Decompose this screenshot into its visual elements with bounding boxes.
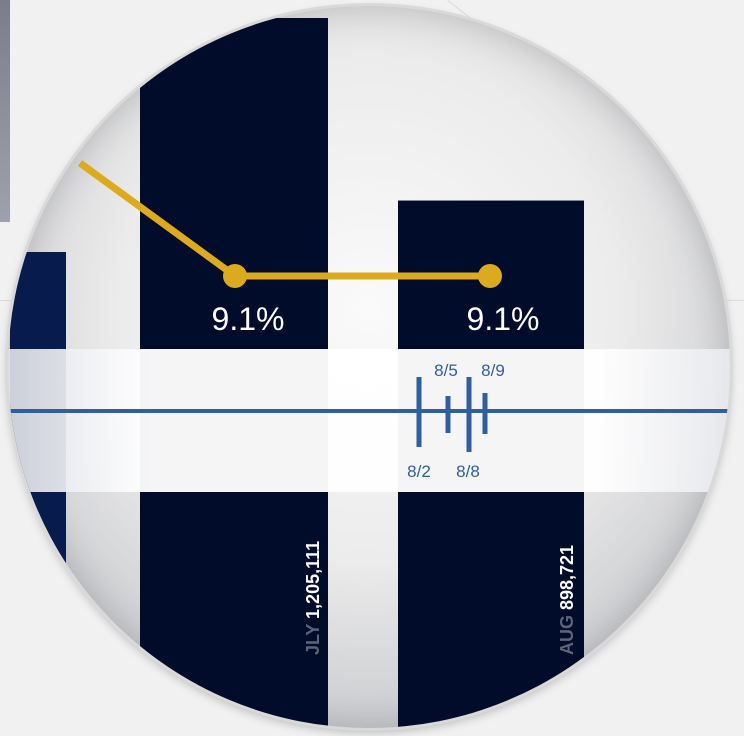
background-panel [0, 0, 10, 222]
line-data-label: 9.1% [212, 301, 285, 337]
timeline-tick-label: 8/8 [456, 462, 480, 481]
timeline-tick-label: 8/2 [407, 462, 431, 481]
timeline-band [8, 349, 730, 492]
line-point [223, 264, 247, 288]
bar-partial [10, 252, 66, 728]
bar-label-jly: JLY 1,205,111 [303, 541, 323, 655]
timeline-tick-label: 8/9 [481, 361, 505, 380]
bar-month-label: JLY [303, 619, 323, 655]
bar-value-label: 898,721 [557, 545, 577, 610]
timeline-tick-label: 8/5 [434, 361, 458, 380]
line-data-label: 9.1% [467, 301, 540, 337]
bar-label-aug: AUG 898,721 [557, 545, 577, 655]
line-point [478, 264, 502, 288]
bar-month-label: AUG [557, 610, 577, 655]
bar-value-label: 1,205,111 [303, 541, 323, 619]
